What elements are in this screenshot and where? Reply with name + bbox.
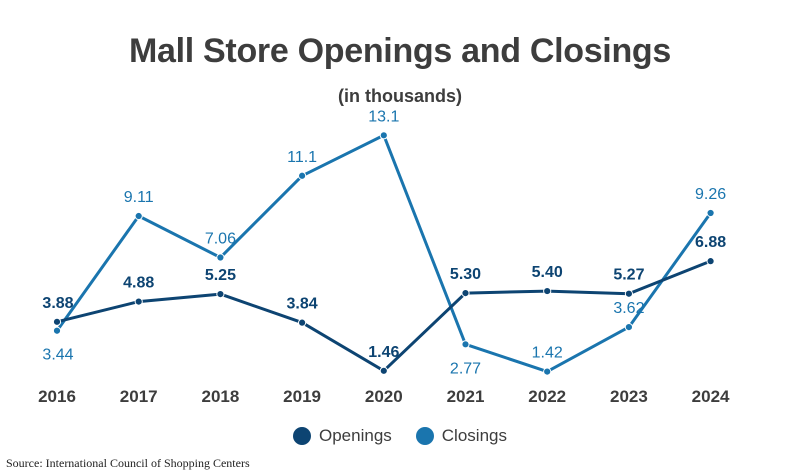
legend-label-closings: Closings bbox=[441, 426, 507, 445]
closings-point-2020[interactable] bbox=[379, 131, 388, 140]
x-tick-2020: 2020 bbox=[365, 387, 403, 406]
closings-line bbox=[55, 133, 712, 374]
x-tick-2022: 2022 bbox=[528, 387, 566, 406]
openings-point-2022[interactable] bbox=[543, 286, 552, 296]
closings-point-2017[interactable] bbox=[134, 211, 143, 221]
openings-label-2019: 3.84 bbox=[287, 296, 318, 313]
x-tick-2016: 2016 bbox=[38, 387, 76, 406]
closings-label-2018: 7.06 bbox=[205, 231, 236, 248]
x-tick-2017: 2017 bbox=[120, 387, 158, 406]
series-layer bbox=[52, 131, 715, 376]
openings-label-2023: 5.27 bbox=[613, 267, 644, 284]
closings-label-2021: 2.77 bbox=[450, 360, 481, 377]
series-closings bbox=[52, 131, 715, 376]
closings-point-2022[interactable] bbox=[543, 367, 552, 376]
legend-label-openings: Openings bbox=[319, 426, 392, 445]
legend-item-closings[interactable]: Closings bbox=[415, 426, 507, 446]
openings-point-2023[interactable] bbox=[624, 289, 634, 298]
closings-point-2021[interactable] bbox=[461, 340, 470, 349]
openings-point-2021[interactable] bbox=[461, 289, 470, 298]
closings-label-2017: 9.11 bbox=[124, 189, 154, 206]
closings-point-2023[interactable] bbox=[624, 322, 634, 332]
openings-label-2020: 1.46 bbox=[368, 344, 399, 361]
legend-swatch-openings bbox=[293, 427, 311, 445]
closings-label-2024: 9.26 bbox=[695, 186, 726, 203]
x-tick-2019: 2019 bbox=[283, 387, 321, 406]
x-tick-2021: 2021 bbox=[447, 387, 485, 406]
openings-label-2016: 3.88 bbox=[42, 295, 73, 312]
openings-point-2020[interactable] bbox=[379, 366, 388, 375]
legend: Openings Closings bbox=[0, 426, 800, 446]
x-tick-2024: 2024 bbox=[692, 387, 730, 406]
openings-point-2017[interactable] bbox=[134, 297, 143, 306]
legend-swatch-closings bbox=[415, 427, 434, 445]
x-tick-2018: 2018 bbox=[201, 387, 239, 406]
series-openings bbox=[52, 257, 715, 375]
openings-point-2019[interactable] bbox=[298, 318, 307, 327]
openings-label-2017: 4.88 bbox=[123, 275, 154, 292]
openings-point-2016[interactable] bbox=[52, 317, 62, 326]
openings-point-2024[interactable] bbox=[706, 257, 715, 266]
closings-point-2019[interactable] bbox=[298, 171, 307, 180]
chart-subtitle: (in thousands) bbox=[338, 86, 462, 106]
openings-label-2018: 5.25 bbox=[205, 267, 236, 284]
closings-label-2016: 3.44 bbox=[42, 347, 73, 364]
closings-label-2020: 13.1 bbox=[368, 108, 399, 125]
closings-point-2018[interactable] bbox=[216, 253, 225, 262]
x-tick-2023: 2023 bbox=[610, 387, 648, 406]
closings-point-2016[interactable] bbox=[52, 326, 62, 335]
source-note: Source: International Council of Shoppin… bbox=[6, 456, 250, 470]
openings-label-2021: 5.30 bbox=[450, 266, 481, 283]
closings-label-2019: 11.1 bbox=[287, 149, 317, 166]
chart-title: Mall Store Openings and Closings bbox=[128, 32, 672, 70]
openings-label-2022: 5.40 bbox=[532, 264, 563, 281]
closings-label-2022: 1.42 bbox=[532, 345, 563, 362]
legend-item-openings[interactable]: Openings bbox=[293, 426, 392, 446]
x-axis: 2016 2017 2018 2019 2020 2021 2022 2023 2024 bbox=[38, 387, 730, 406]
openings-label-2024: 6.88 bbox=[695, 234, 726, 251]
closings-label-2023: 3.62 bbox=[613, 300, 644, 317]
openings-point-2018[interactable] bbox=[216, 290, 225, 299]
closings-point-2024[interactable] bbox=[706, 208, 715, 218]
data-label-layer: 3.44 9.11 7.06 11.1 13.1 2.77 1.42 3.62 9.26 3.88… bbox=[42, 108, 726, 377]
